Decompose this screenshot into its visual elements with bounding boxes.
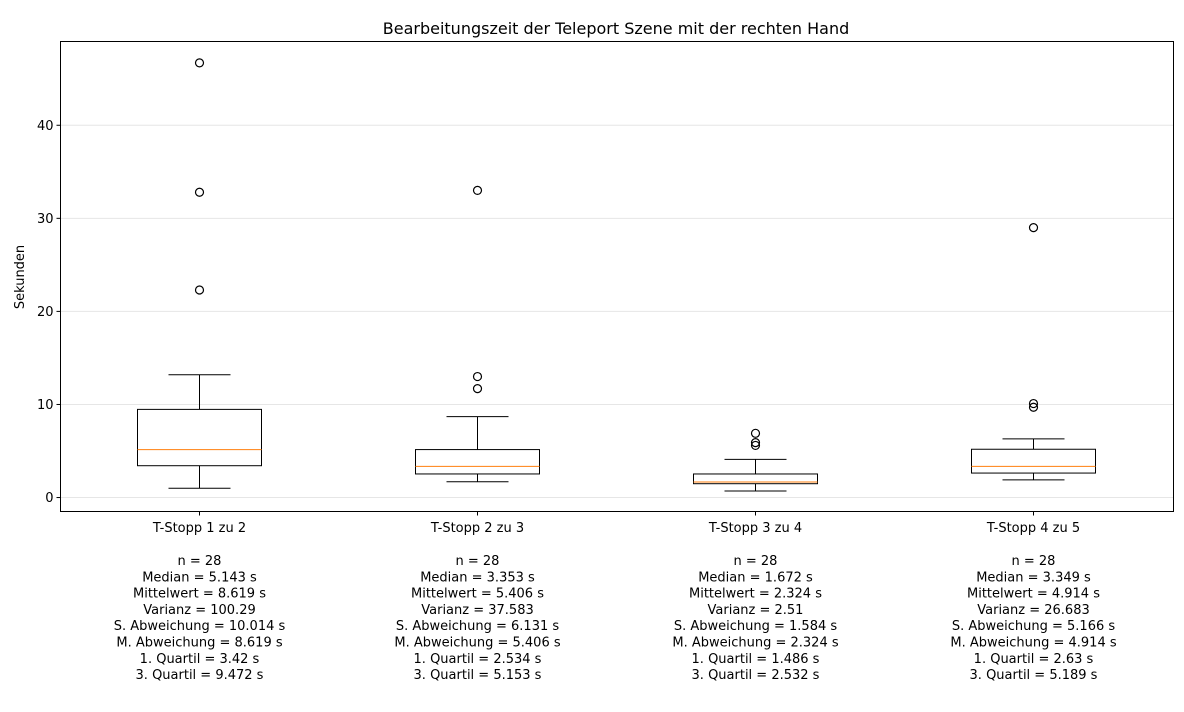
stats-line: S. Abweichung = 5.166 s — [952, 619, 1116, 634]
plot-area — [137, 58, 1096, 492]
stats-line: 3. Quartil = 9.472 s — [136, 668, 264, 683]
stats-line: Mittelwert = 4.914 s — [967, 587, 1100, 602]
outlier-point — [750, 440, 761, 451]
stats-line: n = 28 — [178, 554, 222, 569]
stats-line: M. Abweichung = 5.406 s — [394, 636, 560, 651]
x-tick-label: T-Stopp 1 zu 2 — [152, 521, 246, 536]
stats-line: Varianz = 37.583 — [421, 603, 533, 618]
stats-line: n = 28 — [456, 554, 500, 569]
box-iqr — [415, 449, 540, 475]
outlier-point — [1028, 402, 1039, 412]
box-iqr — [137, 408, 262, 467]
outlier-point — [750, 438, 761, 448]
y-axis-label: Sekunden — [13, 245, 28, 309]
stats-line: Mittelwert = 2.324 s — [689, 587, 822, 602]
y-tick-label: 30 — [37, 212, 54, 227]
stats-line: Mittelwert = 8.619 s — [133, 587, 266, 602]
stats-line: S. Abweichung = 6.131 s — [396, 619, 560, 634]
y-tick-label: 0 — [45, 491, 53, 506]
stats-line: M. Abweichung = 4.914 s — [950, 636, 1116, 651]
box-iqr — [971, 448, 1096, 474]
stats-line: Median = 5.143 s — [142, 570, 257, 585]
stats-line: 1. Quartil = 2.534 s — [414, 652, 542, 667]
stats-line: 1. Quartil = 3.42 s — [140, 652, 260, 667]
grid-lines — [60, 124, 1174, 499]
outlier-point — [1028, 223, 1039, 233]
y-tick-label: 40 — [37, 119, 54, 134]
x-tick-label: T-Stopp 3 zu 4 — [708, 521, 802, 536]
y-tick-label: 20 — [37, 305, 54, 320]
outlier-point — [472, 185, 483, 196]
outlier-point — [194, 187, 205, 197]
stats-line: S. Abweichung = 10.014 s — [114, 619, 286, 634]
x-tick-label: T-Stopp 2 zu 3 — [430, 521, 524, 536]
outlier-point — [750, 428, 761, 438]
outlier-point — [472, 384, 483, 394]
stats-line: n = 28 — [1012, 554, 1056, 569]
outlier-point — [472, 371, 483, 382]
stats-line: Median = 3.349 s — [976, 570, 1091, 585]
outlier-point — [194, 58, 205, 68]
plot-frame — [60, 41, 1174, 512]
axes: 0 10 20 30 40 — [37, 119, 1034, 516]
stats-line: M. Abweichung = 8.619 s — [116, 636, 282, 651]
stats-line: 3. Quartil = 2.532 s — [692, 668, 820, 683]
stats-line: 1. Quartil = 2.63 s — [974, 652, 1094, 667]
x-tick-label: T-Stopp 4 zu 5 — [986, 521, 1080, 536]
chart-title: Bearbeitungszeit der Teleport Szene mit … — [383, 19, 849, 38]
outlier-point — [194, 285, 205, 295]
stats-line: n = 28 — [734, 554, 778, 569]
stats-line: Varianz = 2.51 — [708, 603, 804, 618]
stats-line: Varianz = 100.29 — [143, 603, 255, 618]
stats-line: 3. Quartil = 5.153 s — [414, 668, 542, 683]
stats-line: 1. Quartil = 1.486 s — [692, 652, 820, 667]
outlier-point — [1028, 398, 1039, 409]
stats-line: M. Abweichung = 2.324 s — [672, 636, 838, 651]
stats-line: Median = 3.353 s — [420, 570, 535, 585]
box-iqr — [693, 473, 818, 485]
y-tick-label: 10 — [37, 398, 54, 413]
stats-line: Median = 1.672 s — [698, 570, 813, 585]
stats-line: 3. Quartil = 5.189 s — [970, 668, 1098, 683]
stats-line: S. Abweichung = 1.584 s — [674, 619, 838, 634]
stats-line: Mittelwert = 5.406 s — [411, 587, 544, 602]
stats-line: Varianz = 26.683 — [977, 603, 1089, 618]
